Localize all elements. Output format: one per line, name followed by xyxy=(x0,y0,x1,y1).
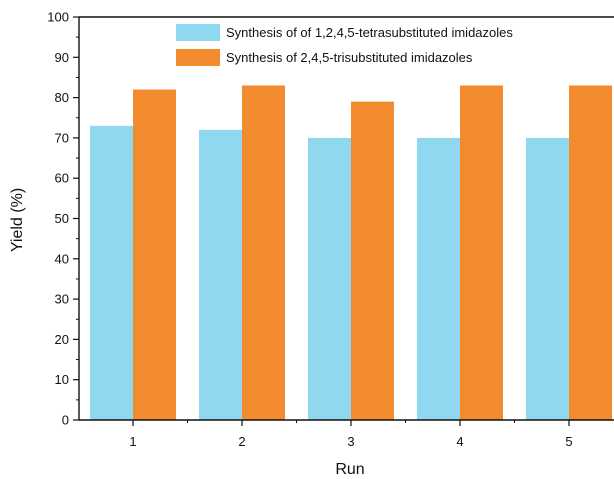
bars-layer xyxy=(90,85,612,420)
bar-series-2-run-5 xyxy=(569,85,612,420)
bar-series-2-run-2 xyxy=(242,85,285,420)
x-tick-label: 5 xyxy=(565,434,572,449)
bar-series-1-run-2 xyxy=(199,129,242,420)
y-tick-label: 90 xyxy=(55,50,69,65)
y-tick-label: 0 xyxy=(62,413,69,428)
x-tick-label: 4 xyxy=(456,434,463,449)
bar-series-2-run-4 xyxy=(460,85,503,420)
y-tick-label: 10 xyxy=(55,372,69,387)
bar-series-1-run-1 xyxy=(90,125,133,420)
legend-swatch-2 xyxy=(176,49,220,66)
y-tick-label: 70 xyxy=(55,130,69,145)
x-tick-label: 2 xyxy=(238,434,245,449)
bar-series-1-run-4 xyxy=(417,137,460,420)
x-axis-label: Run xyxy=(335,461,364,478)
y-tick-label: 60 xyxy=(55,171,69,186)
bar-series-2-run-3 xyxy=(351,101,394,420)
y-tick-label: 100 xyxy=(47,10,69,25)
y-tick-label: 80 xyxy=(55,90,69,105)
legend-label-1: Synthesis of of 1,2,4,5-tetrasubstituted… xyxy=(226,25,513,40)
bar-series-2-run-1 xyxy=(133,89,176,420)
bar-series-1-run-5 xyxy=(526,137,569,420)
legend-label-2: Synthesis of 2,4,5-trisubstituted imidaz… xyxy=(226,50,473,65)
y-axis-label: Yield (%) xyxy=(9,188,26,252)
legend-swatch-1 xyxy=(176,24,220,41)
y-tick-label: 40 xyxy=(55,251,69,266)
y-tick-label: 30 xyxy=(55,292,69,307)
x-tick-label: 3 xyxy=(347,434,354,449)
y-tick-label: 20 xyxy=(55,332,69,347)
x-tick-label: 1 xyxy=(129,434,136,449)
legend: Synthesis of of 1,2,4,5-tetrasubstituted… xyxy=(176,24,513,66)
y-tick-label: 50 xyxy=(55,211,69,226)
bar-series-1-run-3 xyxy=(308,137,351,420)
